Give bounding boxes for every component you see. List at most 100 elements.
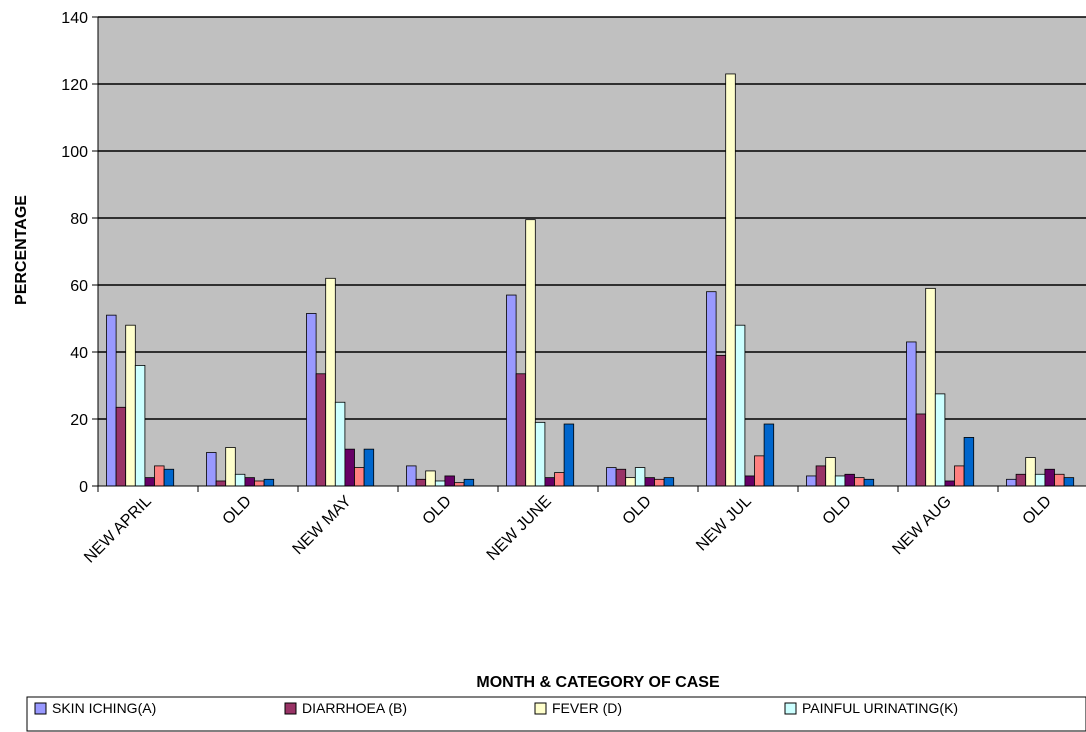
bar: [354, 467, 365, 487]
bar: [963, 437, 975, 487]
legend-swatch: [534, 702, 547, 715]
bar: [444, 475, 455, 487]
bar: [163, 468, 175, 487]
bar: [934, 393, 946, 487]
bar: [754, 455, 765, 487]
bar: [144, 477, 155, 487]
bar: [306, 313, 317, 487]
bar: [525, 219, 536, 487]
y-tick-label: 40: [70, 345, 88, 362]
legend-label: DIARRHOEA (B): [302, 700, 407, 716]
x-tick-label: NEW APRIL: [81, 493, 155, 567]
x-tick-label: OLD: [220, 493, 255, 528]
bar: [106, 314, 117, 487]
bar: [606, 467, 617, 487]
legend: SKIN ICHING(A) DIARRHOEA (B) FEVER (D) PAIN…: [34, 700, 958, 716]
bar: [134, 364, 146, 487]
x-tick-label: OLD: [820, 493, 855, 528]
bar: [225, 447, 236, 487]
bar: [115, 406, 127, 487]
legend-swatch: [284, 702, 297, 715]
bar: [263, 478, 275, 487]
bar: [944, 480, 955, 487]
bar: [554, 472, 565, 487]
bar: [663, 477, 675, 487]
bar: [1044, 468, 1055, 487]
legend-label: PAINFUL URINATING(K): [802, 700, 958, 716]
bar: [654, 478, 665, 487]
bar: [844, 473, 855, 487]
bar: [1054, 473, 1065, 487]
bar: [234, 473, 246, 487]
bar: [625, 477, 636, 487]
bar: [615, 468, 627, 487]
bar: [415, 478, 427, 487]
x-tick-label: OLD: [620, 493, 655, 528]
x-tick-labels: NEW APRIL OLD NEW MAY OLD NEW JUNE OLD NEW JUL…: [81, 493, 1055, 567]
bar: [763, 423, 775, 487]
bar: [706, 291, 717, 487]
bar: [1015, 473, 1027, 487]
bar: [715, 354, 727, 487]
legend-swatch: [784, 702, 797, 715]
y-axis-title: PERCENTAGE: [13, 195, 30, 305]
x-tick-label: NEW JUNE: [484, 493, 555, 564]
bar: [506, 294, 517, 487]
legend-label: FEVER (D): [552, 700, 622, 716]
bar: [644, 477, 655, 487]
legend-swatch: [34, 702, 47, 715]
bar: [315, 373, 327, 487]
y-tick-label: 0: [79, 479, 88, 496]
bar: [1025, 457, 1036, 487]
bar: [463, 478, 475, 487]
bar: [334, 401, 346, 487]
bar: [434, 480, 446, 487]
bar: [244, 477, 255, 487]
axes: [92, 16, 1086, 492]
bar: [325, 277, 336, 487]
y-tick-labels: 0 20 40 60 80 100 120 140: [61, 10, 88, 496]
bar: [734, 324, 746, 487]
bar: [215, 480, 227, 487]
bar: [425, 470, 436, 487]
bar: [344, 448, 355, 487]
bar: [854, 477, 865, 487]
bar: [154, 465, 165, 487]
bar: [954, 465, 965, 487]
bar: [863, 478, 875, 487]
y-tick-label: 100: [61, 144, 88, 161]
bar: [925, 287, 936, 487]
bar: [406, 465, 417, 487]
bar: [454, 482, 465, 487]
bar: [254, 480, 265, 487]
x-tick-label: OLD: [1020, 493, 1055, 528]
bar: [534, 421, 546, 487]
gridlines: [98, 16, 1086, 420]
bar: [744, 475, 755, 487]
bar: [815, 465, 827, 487]
plot-area: [98, 17, 1086, 486]
x-tick-label: NEW AUG: [889, 493, 954, 558]
bar: [363, 448, 375, 487]
bar: [515, 373, 527, 487]
bar: [1063, 477, 1075, 487]
bar: [1034, 473, 1046, 487]
bar: [834, 475, 846, 487]
y-tick-label: 140: [61, 10, 88, 27]
y-tick-label: 60: [70, 278, 88, 295]
x-tick-label: NEW MAY: [290, 493, 355, 558]
x-axis-title: MONTH & CATEGORY OF CASE: [476, 674, 720, 691]
legend-box: [26, 696, 1086, 732]
x-tick-label: OLD: [420, 493, 455, 528]
bars: [106, 73, 1075, 487]
bar: [915, 413, 927, 487]
bar: [906, 341, 917, 487]
bar: [544, 477, 555, 487]
bar: [206, 452, 217, 487]
bar: [825, 457, 836, 487]
bar: [563, 423, 575, 487]
y-tick-label: 20: [70, 412, 88, 429]
y-tick-label: 120: [61, 77, 88, 94]
x-tick-label: NEW JUL: [693, 493, 755, 555]
